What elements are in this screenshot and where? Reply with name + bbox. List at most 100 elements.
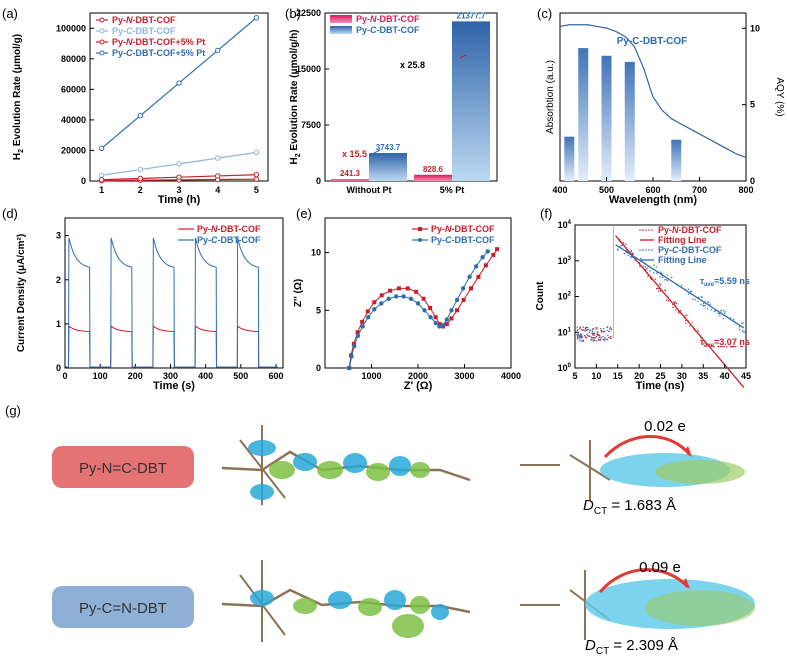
decay-dot xyxy=(666,274,668,276)
noise-dot xyxy=(603,331,605,333)
legend-dots-f xyxy=(642,249,644,251)
y-tick-base-f: 10 xyxy=(558,256,568,266)
decay-dot xyxy=(697,330,700,332)
noise-dot xyxy=(580,329,583,331)
decay-dot xyxy=(644,266,647,268)
panel-label-g: (g) xyxy=(5,403,21,418)
y-tick-label-f: 100 xyxy=(558,363,572,373)
decay-dot xyxy=(687,288,690,290)
nyquist-point xyxy=(455,308,460,313)
legend-swatch-b xyxy=(330,26,352,34)
axis-ticks-b: 0 7500 15000 22500 Without Pt 5% Pt xyxy=(296,8,464,195)
y-label-b-sub: 2 xyxy=(295,153,302,157)
noise-dot xyxy=(596,332,599,334)
noise-dot xyxy=(608,336,610,339)
bar-b xyxy=(414,174,452,181)
legend-label-e-pre: Py- xyxy=(431,235,445,245)
decay-dot xyxy=(730,317,732,319)
noise-dot xyxy=(594,337,597,339)
noise-dot xyxy=(589,339,592,341)
plot-frame-d xyxy=(64,217,284,369)
x-tick-label-e: 2000 xyxy=(408,371,428,381)
decay-dot xyxy=(723,309,725,312)
noise-dot xyxy=(582,326,584,328)
molecule-branch-1b xyxy=(239,439,286,499)
structure-label-box-1 xyxy=(52,446,194,488)
y-tick-label-b: 0 xyxy=(316,176,321,186)
decay-dot xyxy=(692,298,694,300)
legend-label-e: Py-C-DBT-COF xyxy=(431,235,495,245)
legend-label-e-em: C xyxy=(445,235,452,245)
x-category-label-b: 5% Pt xyxy=(440,185,465,195)
axis-ticks-a: 1 2 3 4 5 0 20000 40000 60000 80000 100000 xyxy=(56,23,259,195)
data-point-a xyxy=(137,175,144,182)
y-tick-label-d: 1 xyxy=(56,319,61,329)
legend-label-a-pre: Py- xyxy=(112,37,126,47)
decay-dot xyxy=(659,271,662,273)
legend-label-a-em: C xyxy=(126,48,133,58)
nyquist-point xyxy=(365,309,370,314)
y-tick-label-a: 20000 xyxy=(61,145,86,155)
x-tick-label-d: 200 xyxy=(128,371,143,381)
legend-dots-f xyxy=(648,249,650,251)
decay-dot xyxy=(646,267,648,269)
noise-dot xyxy=(598,336,600,339)
photocurrent-curve xyxy=(65,237,278,368)
tau-symbol: τ xyxy=(700,337,704,347)
legend-dots-f xyxy=(645,229,647,231)
legend-label-b: Py-C-DBT-COF xyxy=(356,25,420,35)
decay-dot xyxy=(680,284,683,286)
decay-dot xyxy=(667,300,670,302)
y-tick-label-a: 60000 xyxy=(61,84,86,94)
orbital-lobe xyxy=(384,590,406,610)
ratio-annotation-b: x 15.5 xyxy=(342,149,367,159)
noise-dot xyxy=(595,327,597,329)
transfer-arrowhead-2 xyxy=(682,578,690,589)
noise-dot xyxy=(579,338,581,340)
y-label-b-main: H xyxy=(289,157,300,164)
noise-dot xyxy=(608,330,610,332)
y-tick-base-f: 10 xyxy=(558,292,568,302)
tau-label: τave=3.07 ns xyxy=(700,337,750,349)
decay-dot xyxy=(738,328,741,331)
legend-label-f-post: Fitting Line xyxy=(658,235,707,245)
ratio-arrow-b xyxy=(373,149,381,154)
x-tick-label-c: 800 xyxy=(738,185,753,195)
decay-dot xyxy=(625,243,627,245)
noise-dot xyxy=(600,330,602,332)
aqy-bar xyxy=(578,48,589,181)
decay-dot xyxy=(675,302,678,305)
decay-dot xyxy=(710,345,712,348)
x-tick-label-f: 25 xyxy=(655,371,665,381)
noise-dot xyxy=(588,331,591,333)
noise-dot xyxy=(593,339,596,341)
decay-dot xyxy=(697,300,699,303)
decay-dot xyxy=(704,305,706,307)
legend-dots-f xyxy=(639,249,641,251)
legend-label-e: Py-N-DBT-COF xyxy=(431,224,495,234)
decay-dot xyxy=(700,339,703,342)
decay-dot xyxy=(717,345,720,348)
noise-dot xyxy=(596,327,599,329)
noise-dot xyxy=(610,329,613,331)
decay-dot xyxy=(616,249,619,251)
noise-dot xyxy=(576,337,579,339)
nyquist-point xyxy=(415,301,421,306)
noise-dot xyxy=(592,336,595,339)
y-axis-label-a: H2 Evolution Rate (μmol/g) xyxy=(12,34,25,160)
decay-dot xyxy=(741,322,743,324)
decay-dot xyxy=(741,330,744,332)
panel-label-a: (a) xyxy=(2,6,18,21)
legend-label-f: Fitting Line xyxy=(658,255,707,265)
decay-dot xyxy=(719,315,721,317)
tau-sub: ave xyxy=(704,282,715,288)
nyquist-point xyxy=(461,297,466,302)
noise-dot xyxy=(602,335,604,338)
data-point-a xyxy=(214,155,221,161)
decay-dot xyxy=(691,321,693,323)
decay-dot xyxy=(702,305,704,307)
y-tick-label-f: 102 xyxy=(558,292,572,302)
